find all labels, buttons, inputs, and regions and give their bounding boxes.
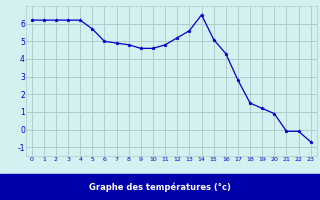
Text: Graphe des températures (°c): Graphe des températures (°c) (89, 182, 231, 192)
